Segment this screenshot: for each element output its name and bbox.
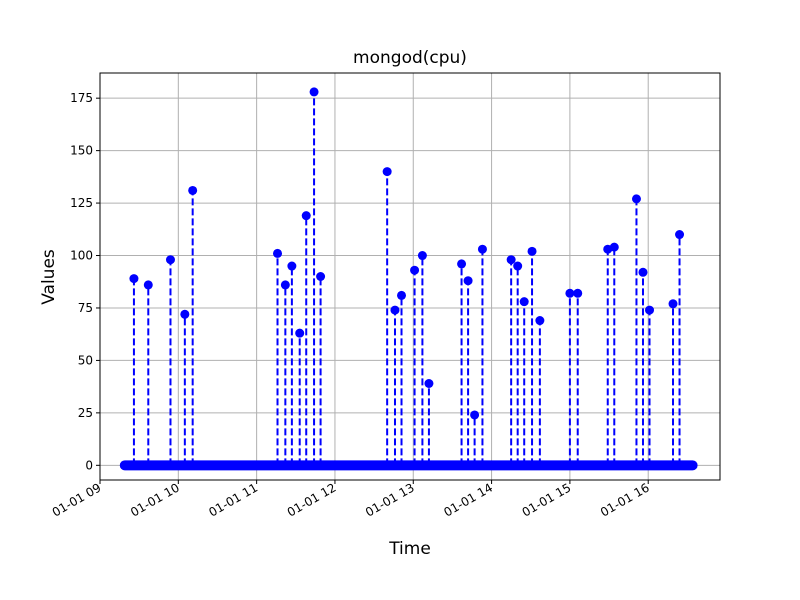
data-point — [295, 328, 305, 338]
data-point — [165, 255, 175, 265]
data-point — [470, 410, 480, 420]
y-tick-label: 75 — [78, 301, 93, 315]
data-point — [287, 261, 297, 271]
data-point — [382, 167, 392, 177]
data-point — [397, 290, 407, 300]
data-point — [463, 276, 473, 286]
data-point — [188, 185, 198, 195]
data-point — [565, 288, 575, 298]
data-point — [645, 305, 655, 315]
data-point — [573, 288, 583, 298]
markers — [129, 87, 685, 420]
data-point — [668, 299, 678, 309]
data-point — [638, 267, 648, 277]
y-tick-label: 150 — [70, 144, 93, 158]
y-tick-label: 0 — [85, 458, 93, 472]
y-tick-label: 125 — [70, 196, 93, 210]
y-axis-ticks: 0 25 50 75 100 125 150 175 — [70, 91, 100, 472]
data-point — [424, 378, 434, 388]
data-point — [410, 265, 420, 275]
stems — [132, 91, 681, 466]
data-point — [477, 244, 487, 254]
data-point — [535, 316, 545, 326]
data-point — [513, 261, 523, 271]
data-point — [143, 280, 153, 290]
chart-title: mongod(cpu) — [353, 48, 467, 68]
data-point — [527, 246, 537, 256]
data-point — [309, 87, 319, 97]
data-point — [273, 248, 283, 258]
data-point — [519, 297, 529, 307]
data-point — [390, 305, 400, 315]
data-point — [631, 194, 641, 204]
x-axis-title: Time — [388, 539, 431, 559]
plot-frame — [99, 72, 721, 481]
data-point — [301, 211, 311, 221]
y-tick-label: 25 — [78, 406, 93, 420]
data-point — [180, 309, 190, 319]
data-point — [129, 274, 139, 284]
data-point — [417, 251, 427, 261]
data-point — [609, 242, 619, 252]
data-point — [280, 280, 290, 290]
y-tick-label: 100 — [70, 249, 93, 263]
data-point — [457, 259, 467, 269]
y-axis-title: Values — [39, 249, 59, 305]
y-tick-label: 175 — [70, 91, 93, 105]
data-point — [675, 230, 685, 240]
data-point — [506, 255, 516, 265]
y-tick-label: 50 — [78, 353, 93, 367]
data-point — [316, 272, 326, 281]
